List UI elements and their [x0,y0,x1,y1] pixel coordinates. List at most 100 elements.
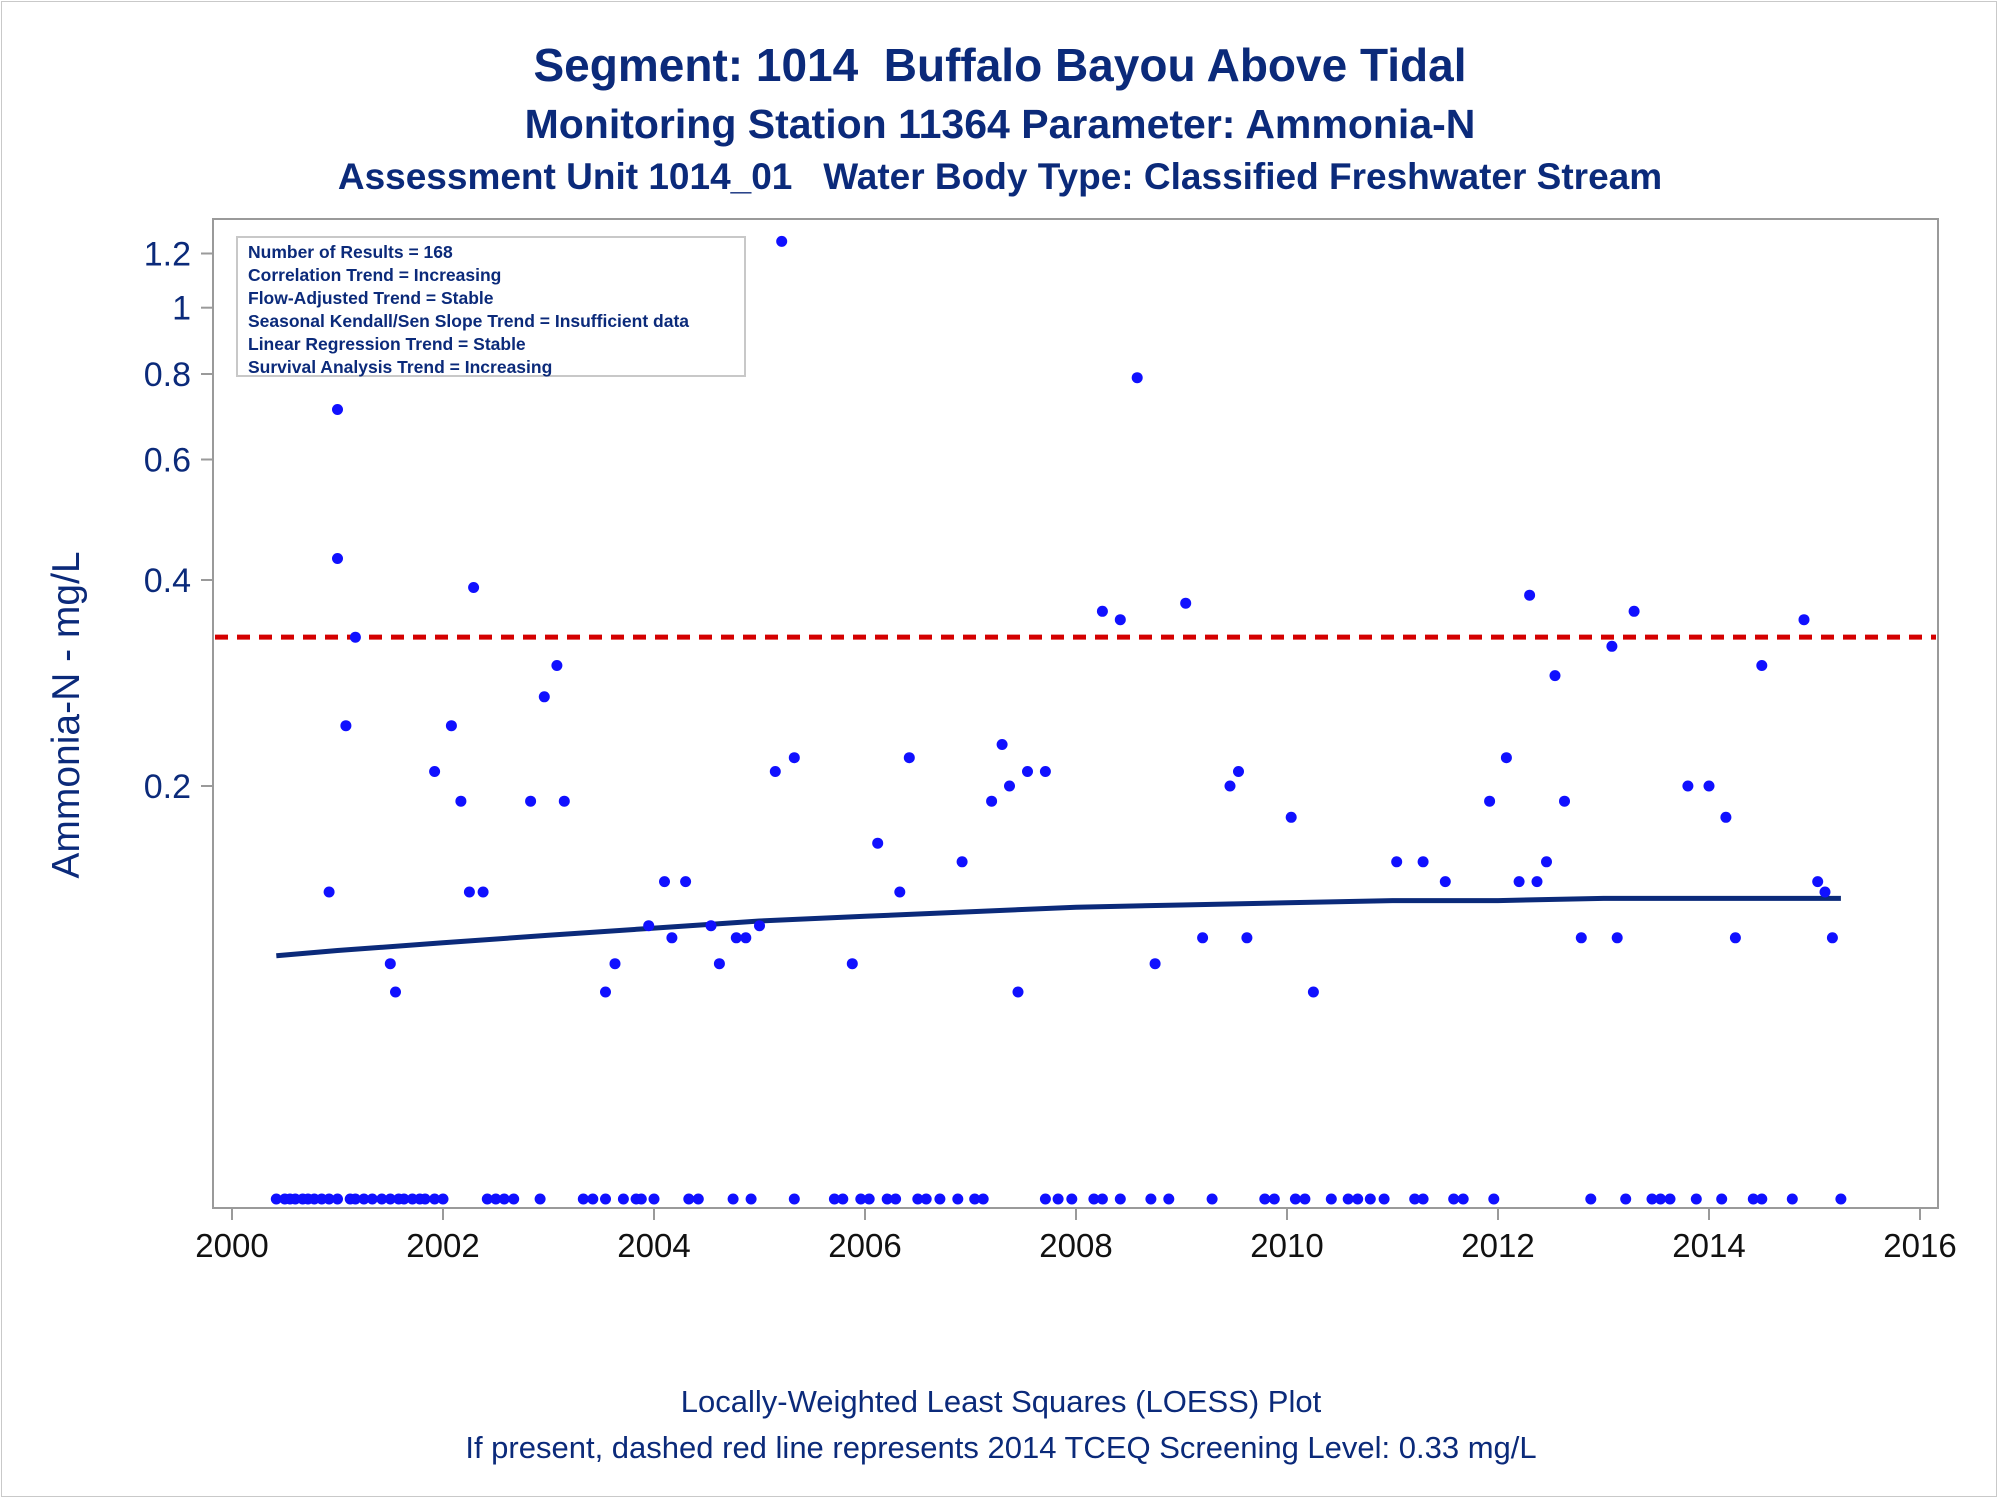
data-point [390,986,401,998]
censored-data-point [1342,1193,1354,1205]
censored-data-point [1352,1193,1364,1205]
chart-subtitle-station: Monitoring Station 11364 Parameter: Ammo… [524,101,1476,147]
data-point [1682,780,1694,792]
censored-data-point [419,1193,431,1205]
data-point [1224,780,1236,792]
x-tick-label: 2004 [617,1227,690,1264]
data-point [525,795,537,807]
stat-flow-adjusted-trend: Flow-Adjusted Trend = Stable [248,288,494,308]
data-point [349,631,361,643]
x-tick-label: 2002 [406,1227,479,1264]
censored-data-point [837,1193,849,1205]
y-tick-label: 0.8 [144,356,191,394]
data-point [1114,614,1126,626]
censored-data-point [398,1193,410,1205]
censored-data-point [1409,1193,1421,1205]
censored-data-point [1786,1193,1798,1205]
data-point [332,553,343,564]
censored-data-point [683,1193,695,1205]
data-point [1022,766,1033,777]
data-point [740,932,752,944]
censored-data-point [1448,1193,1460,1205]
censored-data-point [1268,1193,1280,1205]
trend-statistics-box: Number of Results = 168 Correlation Tren… [236,236,746,377]
x-tick-label: 2012 [1461,1227,1534,1264]
censored-data-point [481,1193,493,1205]
censored-data-point [1664,1193,1676,1205]
censored-data-point [332,1193,343,1205]
data-point [1798,614,1810,626]
censored-data-point [855,1193,867,1205]
data-point [1197,932,1209,944]
data-point [463,886,475,898]
censored-data-point [1417,1193,1429,1205]
censored-data-point [1088,1193,1100,1205]
censored-data-point [1163,1193,1175,1205]
censored-data-point [1655,1193,1666,1205]
censored-data-point [376,1193,388,1205]
stat-correlation-trend: Correlation Trend = Increasing [248,265,502,285]
data-point [1524,589,1536,601]
data-point [1531,876,1543,888]
stat-survival-analysis-trend: Survival Analysis Trend = Increasing [248,357,553,377]
censored-data-point [1747,1193,1759,1205]
data-point [1131,372,1143,384]
data-point [558,795,570,807]
censored-data-point [788,1193,800,1205]
data-point [1307,986,1319,998]
data-point [1149,958,1161,970]
data-point [600,986,611,998]
censored-data-point [1585,1193,1597,1205]
data-point [1541,856,1552,868]
data-point [1628,605,1640,617]
data-point [332,404,343,415]
censored-data-point [498,1193,510,1205]
data-point [340,720,352,732]
censored-data-point [1114,1193,1126,1205]
censored-data-point [1039,1193,1051,1205]
censored-data-point [534,1193,546,1205]
censored-data-point [912,1193,924,1205]
data-point [705,920,717,932]
data-point [1826,932,1838,944]
x-tick-label: 2006 [828,1227,901,1264]
y-tick-label: 1.2 [144,235,191,273]
data-point [659,876,670,888]
censored-data-point [358,1193,370,1205]
censored-data-point [727,1193,739,1205]
data-point [1611,932,1623,944]
data-point [1391,856,1403,868]
footnote-loess: Locally-Weighted Least Squares (LOESS) P… [680,1384,1322,1419]
data-point [846,958,858,970]
data-point [384,958,396,970]
y-tick-label: 1 [172,290,191,328]
data-point [788,752,800,764]
data-point [1417,856,1429,868]
data-point [1180,597,1192,609]
censored-data-point [1066,1193,1078,1205]
data-point [894,886,906,898]
data-point [1039,766,1051,777]
data-point [429,766,441,777]
y-tick-label: 0.2 [144,768,191,806]
censored-data-point [587,1193,599,1205]
y-tick-label: 0.4 [144,562,191,600]
data-point [730,932,742,944]
axes: 2000 2002 2004 2006 2008 2010 2012 2014 2016 0.2 0… [144,218,1957,1264]
data-point [1241,932,1253,944]
stat-number-of-results: Number of Results = 168 [248,242,453,262]
censored-data-point [270,1193,282,1205]
data-point [1703,780,1715,792]
censored-data-point [890,1193,902,1205]
data-point [1606,640,1618,652]
x-tick-label: 2000 [195,1227,268,1264]
censored-data-point [1378,1193,1390,1205]
censored-data-point [692,1193,704,1205]
censored-data-point [490,1193,502,1205]
data-point [1513,876,1525,888]
censored-data-point [1716,1193,1728,1205]
censored-data-point [508,1193,520,1205]
censored-data-point [1096,1193,1108,1205]
